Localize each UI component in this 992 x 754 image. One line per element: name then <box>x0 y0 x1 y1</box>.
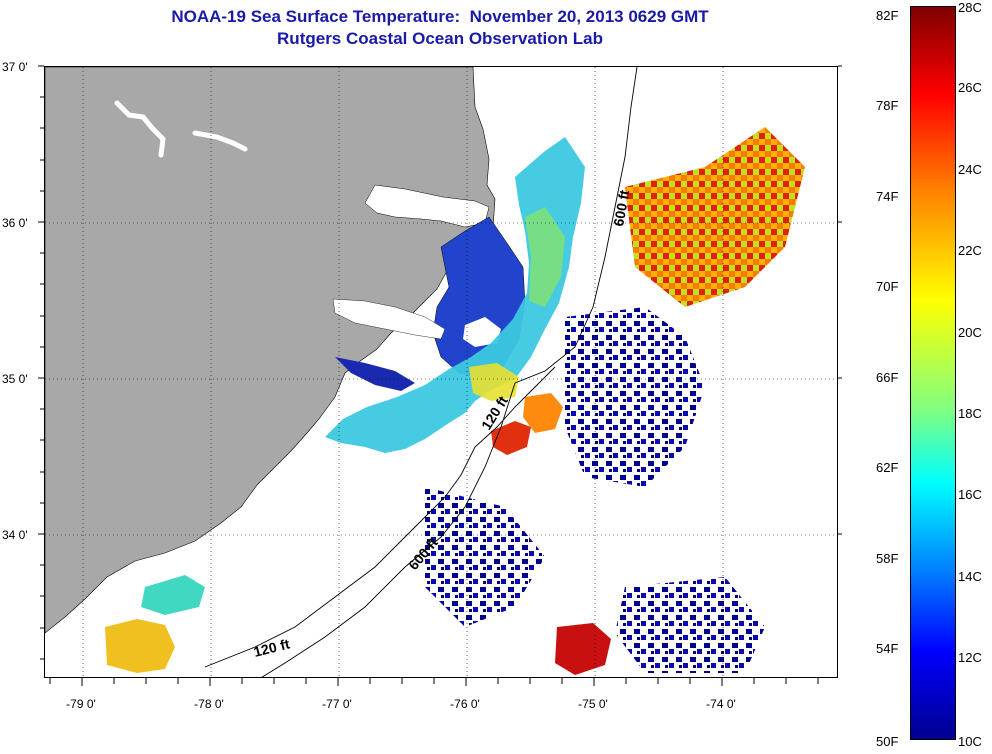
colorbar <box>910 6 956 740</box>
shelf-green-patch <box>525 207 565 307</box>
cold-specks-southeast <box>615 577 765 673</box>
cb-f-62: 62F <box>876 460 899 475</box>
cb-f-78: 78F <box>876 98 899 113</box>
chart-title: NOAA-19 Sea Surface Temperature: Novembe… <box>171 7 709 26</box>
contour-label-120-south: 120 ft <box>252 635 292 659</box>
title-block: NOAA-19 Sea Surface Temperature: Novembe… <box>0 0 880 50</box>
lon-label-77: -77 0' <box>322 697 352 711</box>
river-mouth-blue <box>335 357 415 391</box>
cb-c-18: 18C <box>958 406 982 421</box>
sst-map-canvas: 600 ft 120 ft 600 ft 120 ft <box>45 67 837 677</box>
cb-f-74: 74F <box>876 189 899 204</box>
albemarle-sound <box>364 184 490 228</box>
pamlico-inner-white <box>463 317 501 347</box>
lat-label-34: 34 0' <box>2 528 28 542</box>
lat-label-35: 35 0' <box>2 372 28 386</box>
warm-orange-patch <box>523 393 563 433</box>
cb-f-58: 58F <box>876 551 899 566</box>
gulfstream-red-patch <box>491 421 531 455</box>
cb-c-22: 22C <box>958 243 982 258</box>
sst-map[interactable]: 600 ft 120 ft 600 ft 120 ft <box>44 66 838 678</box>
cold-specks-south <box>425 487 545 627</box>
warm-specks-ne <box>625 127 805 307</box>
cb-c-24: 24C <box>958 162 982 177</box>
southern-shelf-yellow <box>105 619 175 673</box>
lon-label-74: -74 0' <box>706 697 736 711</box>
neuse-river <box>332 298 446 340</box>
lon-label-78: -78 0' <box>194 697 224 711</box>
cold-specks-offshore <box>565 307 705 487</box>
chesapeake-bits <box>114 100 248 158</box>
lon-label-76: -76 0' <box>450 697 480 711</box>
midshelf-yellow <box>469 363 519 401</box>
lat-label-37: 37 0' <box>2 60 28 74</box>
cb-f-50: 50F <box>876 734 899 749</box>
lat-label-36: 36 0' <box>2 216 28 230</box>
cb-c-20: 20C <box>958 325 982 340</box>
cb-f-70: 70F <box>876 279 899 294</box>
cb-f-54: 54F <box>876 641 899 656</box>
chart-subtitle: Rutgers Coastal Ocean Observation Lab <box>277 29 603 48</box>
colorbar-gradient <box>911 7 955 739</box>
cb-c-14: 14C <box>958 569 982 584</box>
lon-label-79: -79 0' <box>66 697 96 711</box>
contour-label-600-north: 600 ft <box>610 188 632 227</box>
cb-c-10: 10C <box>958 734 982 749</box>
cb-c-28: 28C <box>958 0 982 15</box>
cb-c-12: 12C <box>958 650 982 665</box>
southern-red-patch <box>555 623 611 675</box>
grid-lines <box>45 67 837 677</box>
cb-c-16: 16C <box>958 487 982 502</box>
lon-label-75: -75 0' <box>578 697 608 711</box>
cb-f-66: 66F <box>876 370 899 385</box>
southern-shelf-cyan <box>141 575 205 615</box>
bathymetry-contours <box>204 67 638 677</box>
cb-f-82: 82F <box>876 8 899 23</box>
cb-c-26: 26C <box>958 80 982 95</box>
